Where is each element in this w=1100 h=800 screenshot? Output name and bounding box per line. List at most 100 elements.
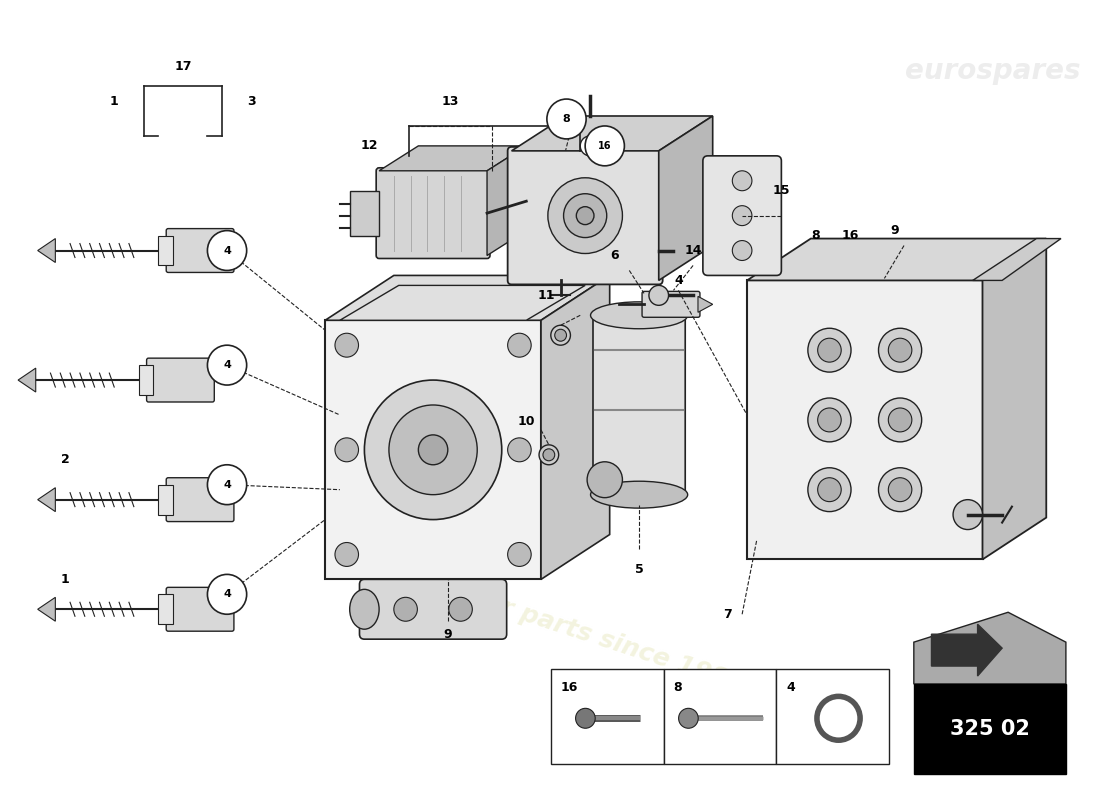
Circle shape <box>817 408 842 432</box>
Circle shape <box>879 398 922 442</box>
Circle shape <box>208 230 246 270</box>
Circle shape <box>679 708 699 728</box>
Circle shape <box>576 206 594 225</box>
FancyBboxPatch shape <box>166 229 234 273</box>
Circle shape <box>208 574 246 614</box>
Text: 325 02: 325 02 <box>950 719 1030 739</box>
Polygon shape <box>982 238 1046 559</box>
Circle shape <box>889 338 912 362</box>
Text: 5: 5 <box>635 563 643 576</box>
Circle shape <box>733 170 752 190</box>
Text: 4: 4 <box>223 590 231 599</box>
FancyBboxPatch shape <box>593 314 685 497</box>
Circle shape <box>817 338 842 362</box>
Polygon shape <box>37 488 55 512</box>
Polygon shape <box>340 286 585 320</box>
Circle shape <box>418 435 448 465</box>
Text: 4: 4 <box>674 274 683 287</box>
FancyBboxPatch shape <box>703 156 781 275</box>
Circle shape <box>649 286 669 306</box>
FancyBboxPatch shape <box>642 291 700 318</box>
Ellipse shape <box>350 590 380 630</box>
Circle shape <box>953 500 982 530</box>
Text: 3: 3 <box>248 94 256 107</box>
Circle shape <box>543 449 554 461</box>
Text: 1: 1 <box>110 94 119 107</box>
FancyBboxPatch shape <box>158 594 173 624</box>
Text: 14: 14 <box>684 244 702 257</box>
Text: 16: 16 <box>842 229 859 242</box>
Circle shape <box>563 194 607 238</box>
Circle shape <box>539 445 559 465</box>
FancyBboxPatch shape <box>350 190 380 235</box>
Text: eurospares: eurospares <box>904 57 1080 85</box>
Polygon shape <box>747 238 1046 281</box>
Circle shape <box>807 328 851 372</box>
Text: 10: 10 <box>517 415 535 429</box>
Circle shape <box>889 478 912 502</box>
Circle shape <box>551 326 571 345</box>
Circle shape <box>449 598 472 622</box>
Text: 9: 9 <box>443 628 452 641</box>
Text: 4: 4 <box>786 681 795 694</box>
FancyBboxPatch shape <box>158 485 173 514</box>
Circle shape <box>208 465 246 505</box>
FancyBboxPatch shape <box>360 579 507 639</box>
Text: 16: 16 <box>561 681 578 694</box>
Text: 16: 16 <box>598 141 612 151</box>
Circle shape <box>507 542 531 566</box>
Circle shape <box>575 708 595 728</box>
Polygon shape <box>326 275 609 320</box>
Circle shape <box>817 478 842 502</box>
Text: 8: 8 <box>812 229 820 242</box>
Circle shape <box>336 438 359 462</box>
FancyBboxPatch shape <box>914 684 1066 774</box>
Polygon shape <box>932 624 1002 676</box>
Circle shape <box>394 598 417 622</box>
FancyBboxPatch shape <box>747 281 982 559</box>
Text: 1: 1 <box>60 573 69 586</box>
Circle shape <box>733 241 752 261</box>
FancyBboxPatch shape <box>507 147 662 285</box>
Ellipse shape <box>591 482 688 508</box>
Circle shape <box>733 206 752 226</box>
Polygon shape <box>541 275 609 579</box>
Circle shape <box>879 328 922 372</box>
Circle shape <box>547 99 586 139</box>
Circle shape <box>879 468 922 512</box>
Text: 13: 13 <box>442 94 460 107</box>
Circle shape <box>507 334 531 357</box>
Text: 8: 8 <box>673 681 682 694</box>
Polygon shape <box>659 116 713 281</box>
Circle shape <box>554 330 566 342</box>
Text: 4: 4 <box>223 480 231 490</box>
FancyBboxPatch shape <box>166 587 234 631</box>
Polygon shape <box>18 368 35 392</box>
FancyBboxPatch shape <box>158 235 173 266</box>
Ellipse shape <box>591 302 688 329</box>
Text: a passion for parts since 1985: a passion for parts since 1985 <box>334 542 747 697</box>
Text: 15: 15 <box>772 184 790 198</box>
Text: 12: 12 <box>361 139 378 152</box>
Text: 6: 6 <box>610 249 619 262</box>
FancyBboxPatch shape <box>326 320 541 579</box>
Circle shape <box>548 178 623 254</box>
Polygon shape <box>379 146 526 170</box>
Circle shape <box>507 438 531 462</box>
Polygon shape <box>972 238 1062 281</box>
Text: 7: 7 <box>723 608 732 621</box>
Text: 4: 4 <box>223 246 231 255</box>
Circle shape <box>580 136 600 156</box>
Circle shape <box>889 408 912 432</box>
FancyBboxPatch shape <box>166 478 234 522</box>
Text: 17: 17 <box>174 60 191 73</box>
Circle shape <box>807 468 851 512</box>
Circle shape <box>585 126 625 166</box>
Text: 11: 11 <box>537 289 554 302</box>
FancyBboxPatch shape <box>376 168 490 258</box>
FancyBboxPatch shape <box>551 669 663 764</box>
Circle shape <box>208 345 246 385</box>
FancyBboxPatch shape <box>146 358 214 402</box>
FancyBboxPatch shape <box>663 669 777 764</box>
Polygon shape <box>487 146 526 255</box>
